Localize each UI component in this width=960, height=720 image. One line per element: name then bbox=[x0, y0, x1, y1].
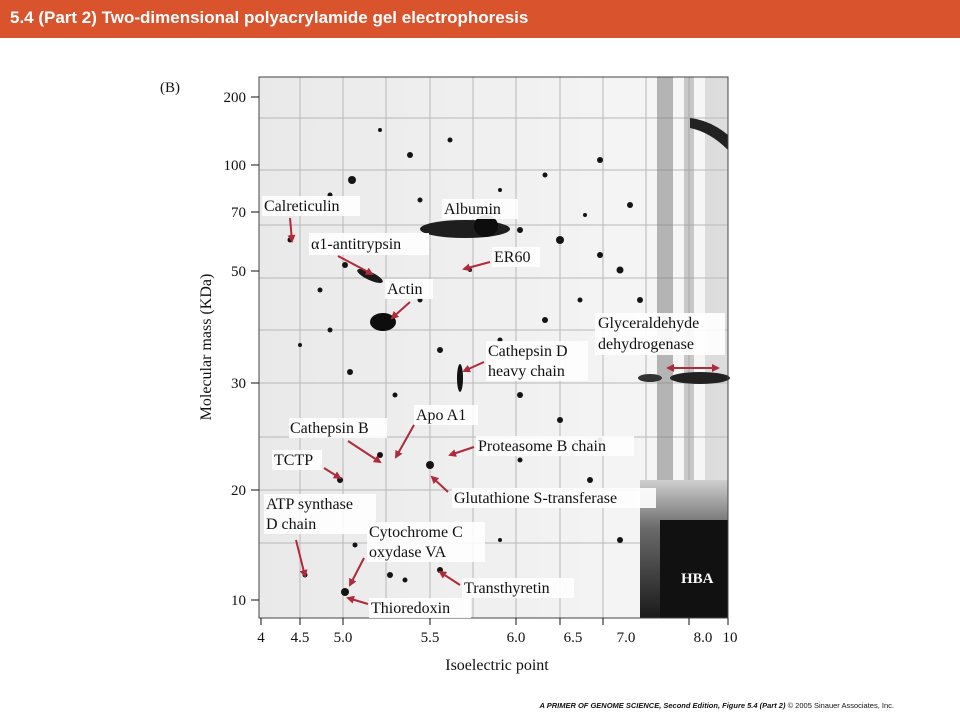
x-axis-label: Isoelectric point bbox=[445, 657, 549, 674]
label-apo-a1: Apo A1 bbox=[416, 407, 466, 424]
label-calreticulin: Calreticulin bbox=[264, 198, 340, 215]
x-axis: 4 4.5 5.0 5.5 6.0 6.5 7.0 8.0 10 Isoelec… bbox=[257, 618, 738, 674]
x-tick-label: 10 bbox=[723, 630, 738, 646]
slide-title: 5.4 (Part 2) Two-dimensional polyacrylam… bbox=[10, 8, 529, 27]
arrow-tctp bbox=[323, 467, 342, 480]
label-backgrounds bbox=[262, 196, 725, 618]
arrow-actin bbox=[390, 301, 411, 320]
y-tick-label: 10 bbox=[231, 593, 246, 609]
copyright-text: © 2005 Sinauer Associates, Inc. bbox=[785, 701, 894, 710]
arrow-cathepsin-d bbox=[462, 361, 485, 373]
label-cyto-line2: oxydase VA bbox=[369, 544, 447, 561]
protein-labels: Calreticulin Albumin α1-antitrypsin ER60… bbox=[264, 198, 714, 617]
arrow-thioredoxin bbox=[346, 595, 369, 605]
label-cathepsin-b: Cathepsin B bbox=[290, 420, 369, 437]
arrow-cyto bbox=[349, 557, 365, 587]
label-thioredoxin: Thioredoxin bbox=[371, 600, 450, 617]
panel-label: (B) bbox=[160, 80, 180, 96]
label-atp-line1: ATP synthase bbox=[266, 496, 353, 513]
label-gapdh-line1: Glyceraldehyde bbox=[598, 315, 699, 332]
arrow-gst bbox=[430, 475, 449, 493]
figure-credit: A PRIMER OF GENOME SCIENCE, Second Editi… bbox=[539, 701, 894, 710]
x-tick-label: 5.0 bbox=[334, 630, 353, 646]
arrow-calreticulin bbox=[287, 217, 296, 243]
label-cyto-line1: Cytochrome C bbox=[369, 524, 463, 541]
x-tick-label: 6.5 bbox=[564, 630, 583, 646]
x-tick-label: 5.5 bbox=[421, 630, 440, 646]
y-tick-label: 50 bbox=[231, 264, 246, 280]
y-axis: Molecular mass (KDa) 200 100 70 50 30 20… bbox=[198, 90, 259, 609]
arrow-transthyretin bbox=[438, 570, 461, 586]
y-tick-label: 30 bbox=[231, 376, 246, 392]
arrow-apo-a1 bbox=[395, 424, 415, 459]
x-tick-label: 4.5 bbox=[291, 630, 310, 646]
y-tick-label: 20 bbox=[231, 483, 246, 499]
label-antitrypsin: α1-antitrypsin bbox=[311, 236, 401, 253]
y-tick-label: 200 bbox=[224, 90, 247, 106]
label-tctp: TCTP bbox=[274, 452, 313, 469]
arrow-antitrypsin bbox=[337, 255, 374, 275]
title-bar: 5.4 (Part 2) Two-dimensional polyacrylam… bbox=[0, 0, 960, 38]
y-axis-label: Molecular mass (KDa) bbox=[198, 274, 215, 421]
arrow-er60 bbox=[462, 261, 491, 272]
x-tick-label: 4 bbox=[257, 630, 265, 646]
label-transthyretin: Transthyretin bbox=[464, 580, 550, 597]
y-tick-label: 70 bbox=[231, 205, 246, 221]
arrow-cathepsin-b bbox=[347, 440, 382, 464]
label-albumin: Albumin bbox=[444, 201, 501, 218]
x-tick-label: 7.0 bbox=[617, 630, 636, 646]
label-proteasome: Proteasome B chain bbox=[478, 438, 606, 455]
y-tick-label: 100 bbox=[224, 158, 247, 174]
arrow-atp bbox=[295, 539, 308, 578]
x-tick-label: 8.0 bbox=[694, 630, 713, 646]
label-cathepsin-d-line2: heavy chain bbox=[488, 363, 565, 380]
label-gst: Glutathione S-transferase bbox=[454, 490, 617, 507]
book-citation: A PRIMER OF GENOME SCIENCE, Second Editi… bbox=[539, 701, 786, 710]
arrows bbox=[287, 217, 720, 605]
x-tick-label: 6.0 bbox=[507, 630, 526, 646]
arrow-proteasome bbox=[448, 446, 475, 457]
label-hba: HBA bbox=[681, 571, 714, 587]
label-gapdh-line2: dehydrogenase bbox=[598, 336, 694, 353]
label-atp-line2: D chain bbox=[266, 516, 316, 533]
label-cathepsin-d-line1: Cathepsin D bbox=[488, 343, 568, 360]
label-er60: ER60 bbox=[494, 249, 530, 266]
label-actin: Actin bbox=[387, 281, 423, 298]
